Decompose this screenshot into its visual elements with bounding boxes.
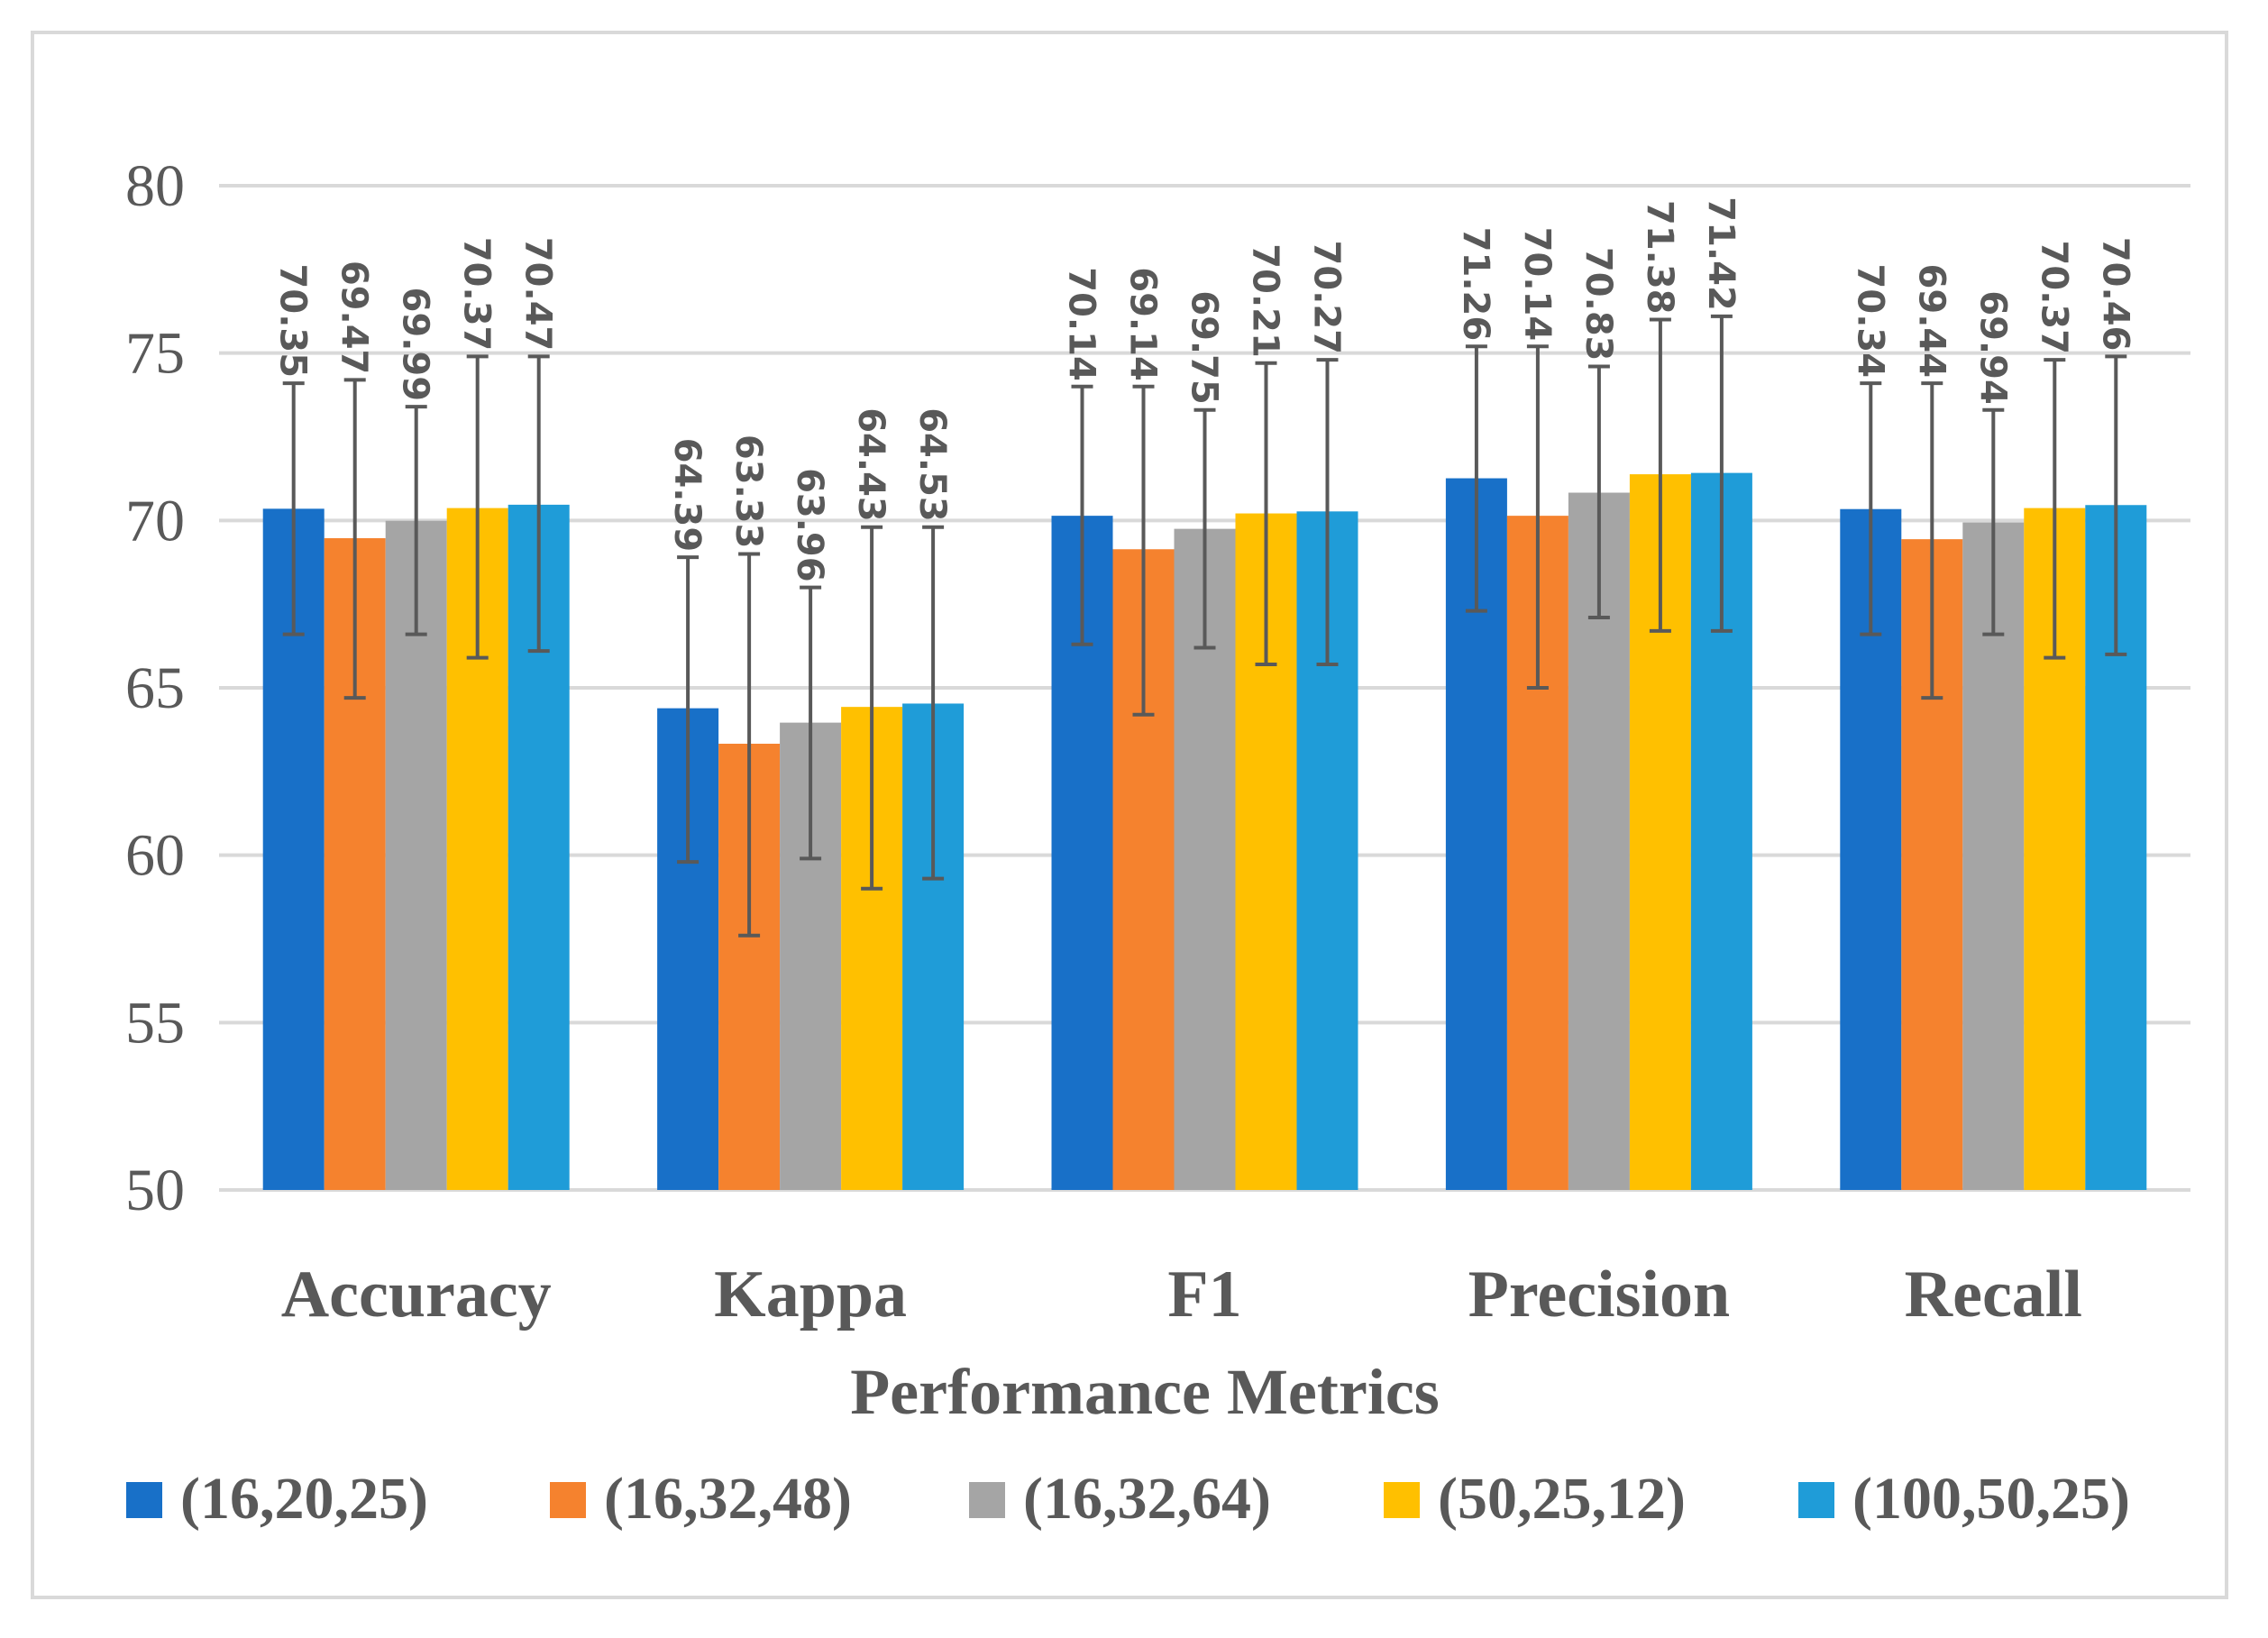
data-label: 63.33 xyxy=(727,435,769,549)
error-bar xyxy=(677,555,700,865)
data-label: 70.34 xyxy=(1849,264,1890,379)
legend-swatch xyxy=(550,1482,586,1518)
data-label: 70.83 xyxy=(1578,247,1619,361)
error-bar xyxy=(1982,407,2005,636)
data-label: 69.99 xyxy=(395,288,436,402)
y-tick-label: 70 xyxy=(125,488,185,554)
error-bar xyxy=(861,525,883,891)
error-bar xyxy=(282,381,305,636)
data-label: 70.27 xyxy=(1306,241,1348,355)
data-labels: 70.35 69.47 69.99 70.37 70.47 64.39 63.33 63.96… xyxy=(272,197,2136,581)
error-bars xyxy=(282,314,2127,938)
error-bar xyxy=(1710,314,1733,633)
legend-label: (16,32,64) xyxy=(1023,1466,1271,1532)
error-bar xyxy=(800,585,822,861)
legend-swatch xyxy=(969,1482,1005,1518)
data-label: 70.35 xyxy=(272,264,314,379)
y-tick-label: 80 xyxy=(125,153,185,219)
data-label: 69.94 xyxy=(1971,290,2013,405)
data-label: 69.75 xyxy=(1184,290,1225,405)
category-label: F1 xyxy=(1167,1258,1241,1331)
data-label: 64.53 xyxy=(911,407,953,522)
error-bar xyxy=(1071,384,1093,646)
legend-swatch xyxy=(126,1482,162,1518)
data-label: 70.47 xyxy=(517,237,559,352)
category-label: Precision xyxy=(1468,1258,1730,1331)
category-label: Accuracy xyxy=(281,1258,552,1331)
error-bar xyxy=(343,378,366,700)
error-bar xyxy=(1316,358,1339,667)
error-bar xyxy=(1649,317,1671,633)
error-bar xyxy=(1526,344,1549,690)
error-bar xyxy=(405,405,427,636)
error-bar xyxy=(527,354,550,654)
data-label: 64.43 xyxy=(850,407,892,522)
legend-label: (50,25,12) xyxy=(1438,1466,1686,1532)
error-bar xyxy=(1132,384,1155,717)
legend-item: (16,32,48) xyxy=(550,1466,852,1532)
data-label: 70.46 xyxy=(2094,237,2135,352)
data-label: 71.42 xyxy=(1700,197,1742,311)
data-label: 69.14 xyxy=(1122,267,1164,381)
category-label: Kappa xyxy=(714,1258,907,1331)
category-label: Recall xyxy=(1905,1258,2082,1331)
x-axis-categories: Accuracy Kappa F1 Precision Recall xyxy=(281,1258,2082,1331)
error-bar xyxy=(2105,354,2127,656)
error-bar xyxy=(466,354,489,660)
error-bar xyxy=(922,525,945,881)
error-bar xyxy=(1193,407,1216,650)
data-label: 70.37 xyxy=(2033,241,2074,355)
data-label: 70.21 xyxy=(1245,243,1286,358)
y-tick-label: 60 xyxy=(125,823,185,889)
legend-item: (16,32,64) xyxy=(969,1466,1271,1532)
x-axis-title: Performance Metrics xyxy=(850,1356,1440,1428)
legend-item: (50,25,12) xyxy=(1384,1466,1686,1532)
error-bar xyxy=(1921,381,1943,700)
legend-item: (100,50,25) xyxy=(1798,1466,2130,1532)
data-label: 64.39 xyxy=(666,438,708,553)
data-label: 63.96 xyxy=(789,468,830,582)
data-label: 71.26 xyxy=(1455,227,1496,342)
data-label: 70.37 xyxy=(456,237,498,352)
data-label: 70.14 xyxy=(1516,227,1558,342)
error-bar xyxy=(1587,364,1610,620)
y-tick-label: 55 xyxy=(125,990,185,1056)
error-bar xyxy=(1255,361,1277,667)
data-label: 70.14 xyxy=(1061,267,1102,381)
y-tick-label: 50 xyxy=(125,1158,185,1223)
legend-label: (100,50,25) xyxy=(1852,1466,2130,1532)
data-label: 69.44 xyxy=(1910,264,1952,379)
error-bar xyxy=(1465,344,1487,613)
y-axis-ticks: 50 55 60 65 70 75 80 xyxy=(125,153,185,1223)
data-label: 71.38 xyxy=(1639,200,1680,315)
legend-label: (16,32,48) xyxy=(604,1466,852,1532)
legend-label: (16,20,25) xyxy=(180,1466,428,1532)
legend: (16,20,25) (16,32,48) (16,32,64) (50,25,12)… xyxy=(126,1466,2130,1532)
y-tick-label: 75 xyxy=(125,321,185,387)
error-bar xyxy=(1860,381,1882,636)
data-label: 69.47 xyxy=(334,261,375,375)
error-bar xyxy=(738,552,761,938)
legend-swatch xyxy=(1798,1482,1834,1518)
legend-item: (16,20,25) xyxy=(126,1466,428,1532)
legend-swatch xyxy=(1384,1482,1420,1518)
y-tick-label: 65 xyxy=(125,655,185,721)
error-bar xyxy=(2044,358,2066,660)
